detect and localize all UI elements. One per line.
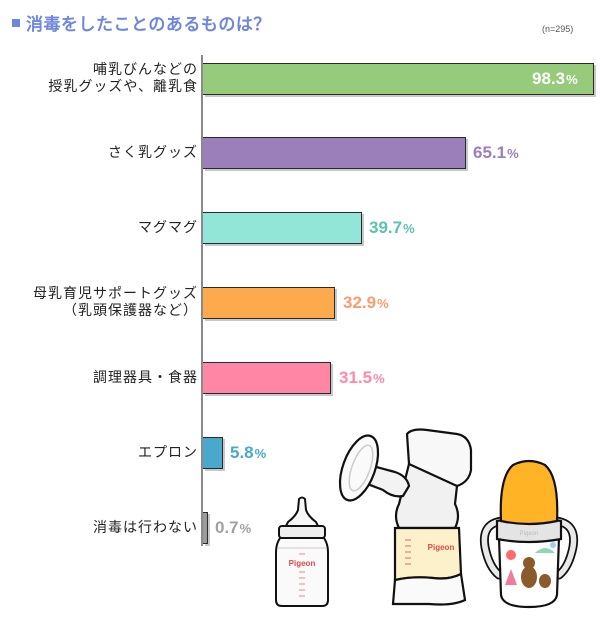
y-axis-line <box>201 55 203 546</box>
category-label-line: （乳頭保護器など） <box>63 303 198 319</box>
category-label: 哺乳びんなどの 授乳グッズや、離乳食 <box>48 62 198 95</box>
bar-breastfeeding-support <box>203 287 335 319</box>
category-label-line: マグマグ <box>138 219 198 236</box>
bar-row: 母乳育児サポートグッズ （乳頭保護器など） 32.9% <box>0 286 600 319</box>
bar-cookware-tableware <box>203 362 331 394</box>
bar-row: エプロン 5.8% <box>0 437 600 469</box>
category-label-line: 哺乳びんなどの <box>93 62 198 78</box>
title-square-icon <box>12 19 20 27</box>
sippy-mug-icon: Pigeon <box>479 459 579 609</box>
category-label: 調理器具・食器 <box>93 362 198 394</box>
bar-row: 哺乳びんなどの 授乳グッズや、離乳食 98.3% <box>0 62 600 95</box>
value-label: 31.5% <box>339 362 385 394</box>
value-number: 5.8 <box>230 443 254 462</box>
value-label: 65.1% <box>473 137 519 169</box>
svg-text:Pigeon: Pigeon <box>520 531 539 537</box>
value-label: 32.9% <box>343 287 389 319</box>
value-label: 39.7% <box>369 212 415 244</box>
value-label: 98.3% <box>532 63 578 95</box>
category-label-line: エプロン <box>138 444 198 461</box>
value-number: 32.9 <box>343 293 377 312</box>
value-label: 5.8% <box>230 437 266 469</box>
svg-text:Pigeon: Pigeon <box>289 559 316 568</box>
value-number: 39.7 <box>369 218 403 237</box>
category-label-line: 授乳グッズや、離乳食 <box>48 79 198 95</box>
category-label-line: 消毒は行わない <box>93 519 198 536</box>
bar-breast-pump-goods <box>203 137 466 169</box>
value-percent: % <box>239 520 252 536</box>
category-label: 母乳育児サポートグッズ （乳頭保護器など） <box>33 286 198 319</box>
bar-row: 消毒は行わない 0.7% <box>0 512 600 544</box>
value-percent: % <box>507 145 519 161</box>
baby-bottle-icon: Pigeon <box>275 496 329 607</box>
bar-mugmug <box>203 212 362 244</box>
category-label: マグマグ <box>138 212 198 244</box>
value-percent: % <box>373 370 385 386</box>
chart-title: 消毒をしたことのあるものは？ <box>12 10 271 35</box>
category-label-line: 母乳育児サポートグッズ <box>33 286 198 302</box>
value-percent: % <box>377 295 389 311</box>
value-percent: % <box>566 71 578 87</box>
value-number: 98.3 <box>532 69 566 88</box>
category-label-line: さく乳グッズ <box>108 144 198 161</box>
value-number: 65.1 <box>473 143 507 162</box>
value-percent: % <box>254 445 267 461</box>
bar-row: 調理器具・食器 31.5% <box>0 362 600 394</box>
value-label: 0.7% <box>215 512 251 544</box>
category-label: さく乳グッズ <box>108 137 198 169</box>
value-number: 31.5 <box>339 368 373 387</box>
sample-size-label: (n=295) <box>542 24 574 34</box>
value-percent: % <box>403 220 415 236</box>
category-label-line: 調理器具・食器 <box>93 369 198 386</box>
category-label: 消毒は行わない <box>93 512 198 544</box>
breast-pump-icon: Pigeon <box>338 428 473 606</box>
bar-bottles-weaning <box>203 63 594 95</box>
bar-row: マグマグ 39.7% <box>0 212 600 244</box>
bar-no-sterilization <box>203 512 208 544</box>
title-text: 消毒をしたことのあるものは？ <box>26 15 271 35</box>
bar-row: さく乳グッズ 65.1% <box>0 137 600 169</box>
svg-text:Pigeon: Pigeon <box>428 543 455 552</box>
value-number: 0.7 <box>215 518 239 537</box>
bar-apron <box>203 437 223 469</box>
category-label: エプロン <box>138 437 198 469</box>
